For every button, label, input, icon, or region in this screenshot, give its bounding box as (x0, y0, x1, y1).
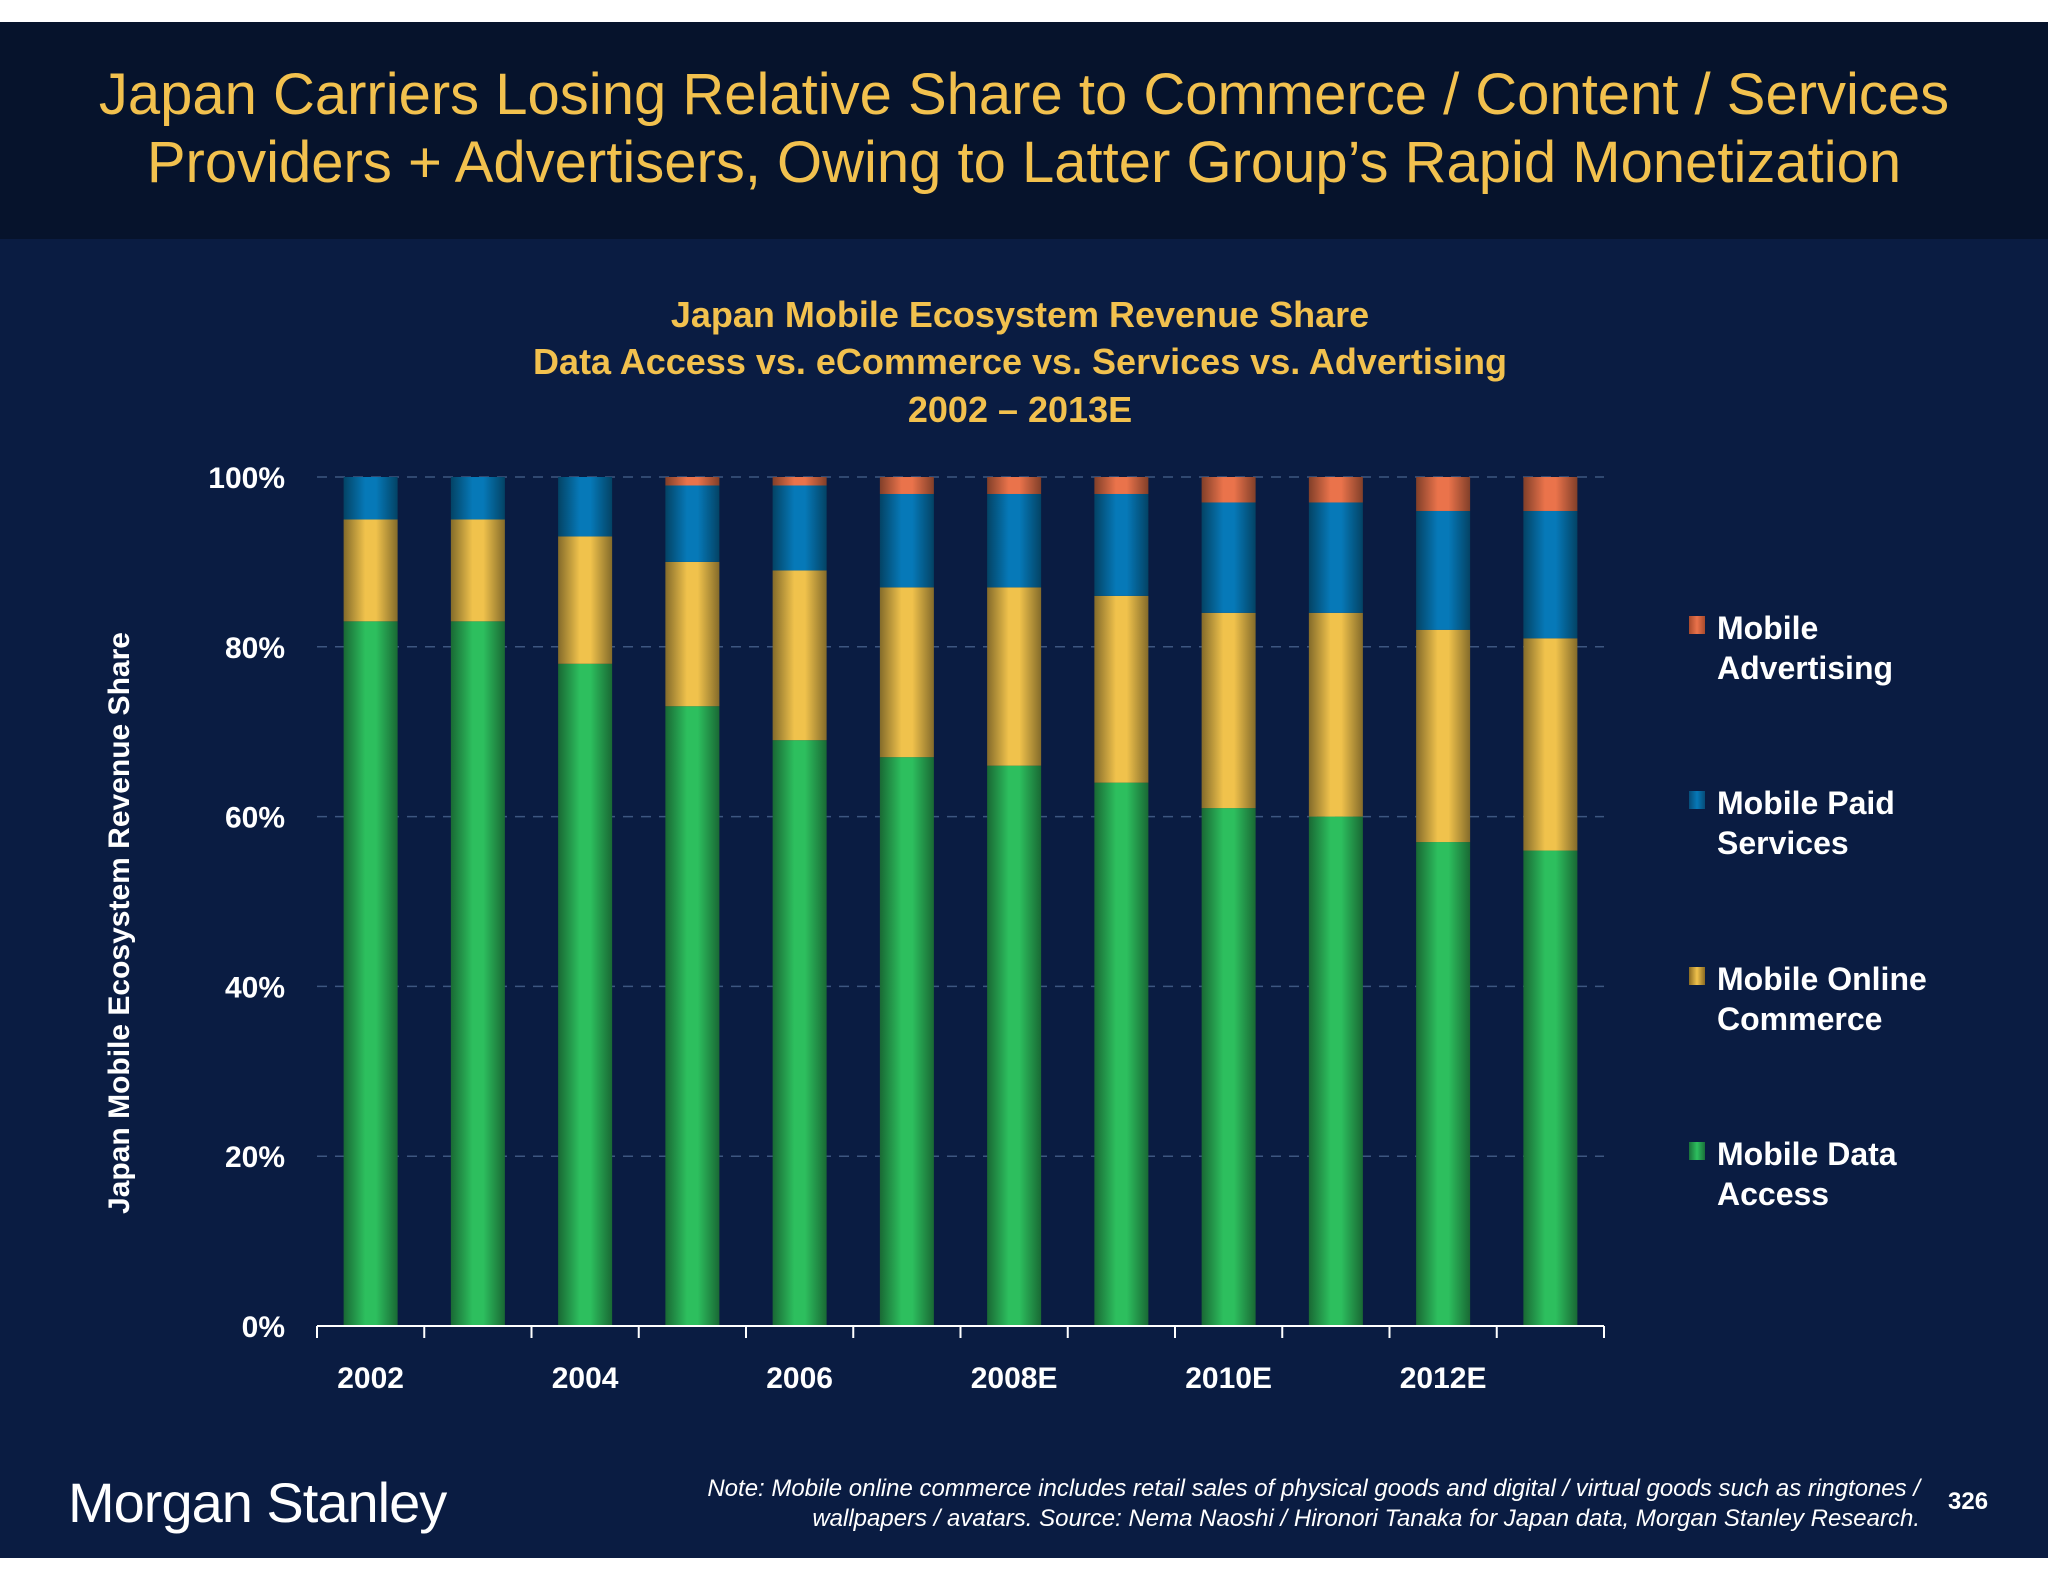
legend-label: Mobile Paid (1717, 785, 1895, 821)
bar-segment-mobile-advertising (1308, 477, 1363, 503)
x-tick-label: 2012E (1400, 1362, 1487, 1395)
legend-label: Mobile Data (1717, 1136, 1897, 1172)
y-tick-label: 80% (225, 632, 285, 665)
bar-segment-mobile-data-access (665, 706, 720, 1326)
legend-label: Mobile (1717, 610, 1819, 646)
legend-label: Services (1717, 825, 1849, 861)
bar-segment-mobile-paid-services (1094, 493, 1149, 596)
x-tick-label: 2006 (766, 1362, 833, 1395)
bar-segment-mobile-online-commerce (1094, 595, 1149, 783)
bar-segment-mobile-paid-services (558, 477, 613, 537)
legend-swatch-data-access (1689, 1142, 1705, 1160)
bar-segment-mobile-data-access (1094, 782, 1149, 1326)
bar-segment-mobile-online-commerce (1523, 638, 1578, 851)
footnote: Note: Mobile online commerce includes re… (520, 1474, 1920, 1534)
bar-segment-mobile-data-access (879, 757, 934, 1326)
bar-segment-mobile-advertising (1416, 477, 1471, 511)
page-number: 326 (1948, 1488, 1989, 1515)
bar-segment-mobile-advertising (1094, 477, 1149, 494)
x-tick-label: 2010E (1185, 1362, 1272, 1395)
bar-segment-mobile-paid-services (879, 493, 934, 588)
bar-segment-mobile-data-access (1523, 850, 1578, 1326)
header-band: Japan Carriers Losing Relative Share to … (0, 22, 2048, 239)
legend-label: Advertising (1717, 650, 1894, 686)
bar-segment-mobile-advertising (1201, 477, 1256, 503)
y-tick-label: 100% (208, 462, 285, 495)
slide: Japan Carriers Losing Relative Share to … (0, 22, 2048, 1558)
stacked-bar-chart: 0% 20% 40% 60% 80% 100% 2002 2004 2006 2008E 2010E… (208, 462, 1605, 1395)
bar-segment-mobile-online-commerce (987, 587, 1042, 766)
bar-segment-mobile-data-access (1416, 842, 1471, 1326)
y-tick-label: 20% (225, 1141, 285, 1174)
bar-segment-mobile-paid-services (343, 477, 398, 520)
footnote-line2: wallpapers / avatars. Source: Nema Naosh… (812, 1505, 1920, 1532)
slide-title-line2: Providers + Advertisers, Owing to Latter… (146, 130, 1902, 195)
bar-segment-mobile-advertising (772, 477, 827, 486)
bar-segment-mobile-paid-services (987, 493, 1042, 588)
bar-segment-mobile-online-commerce (558, 536, 613, 664)
bar-segment-mobile-data-access (343, 621, 398, 1326)
bar-segment-mobile-paid-services (772, 485, 827, 571)
bar-segment-mobile-online-commerce (450, 519, 505, 622)
legend-swatch-commerce (1689, 967, 1705, 985)
legend-swatch-advertising (1689, 616, 1705, 634)
bar-segment-mobile-online-commerce (1201, 612, 1256, 809)
bar-segment-mobile-paid-services (1201, 502, 1256, 613)
footnote-line1: Note: Mobile online commerce includes re… (707, 1475, 1920, 1502)
bar-segment-mobile-data-access (987, 765, 1042, 1326)
bar-segment-mobile-paid-services (450, 477, 505, 520)
chart-title-line1: Japan Mobile Ecosystem Revenue Share (670, 294, 1370, 335)
bar-segment-mobile-advertising (879, 477, 934, 494)
y-tick-label: 60% (225, 802, 285, 835)
bar-segment-mobile-data-access (1201, 808, 1256, 1326)
bar-segment-mobile-advertising (987, 477, 1042, 494)
bar-segment-mobile-online-commerce (879, 587, 934, 758)
slide-title-line1: Japan Carriers Losing Relative Share to … (98, 62, 1950, 127)
bar-segment-mobile-online-commerce (343, 519, 398, 622)
legend-label: Commerce (1717, 1001, 1883, 1037)
bar-segment-mobile-data-access (450, 621, 505, 1326)
x-tick-label: 2008E (971, 1362, 1058, 1395)
bar-segment-mobile-paid-services (1416, 510, 1471, 630)
bar-segment-mobile-advertising (1523, 477, 1578, 511)
x-tick-label: 2002 (337, 1362, 404, 1395)
legend-label: Access (1717, 1176, 1830, 1212)
bar-segment-mobile-paid-services (665, 485, 720, 562)
bar-segment-mobile-data-access (1308, 816, 1363, 1326)
chart-title-line3: 2002 – 2013E (907, 389, 1133, 430)
bar-segment-mobile-online-commerce (772, 570, 827, 741)
bar-segment-mobile-data-access (772, 740, 827, 1326)
x-tick-label: 2004 (552, 1362, 619, 1395)
bar-segment-mobile-online-commerce (1416, 629, 1471, 843)
legend-swatch-services (1689, 791, 1705, 809)
bar-segment-mobile-advertising (665, 477, 720, 486)
y-tick-label: 40% (225, 971, 285, 1004)
morgan-stanley-logo: Morgan Stanley (68, 1471, 447, 1534)
bar-segment-mobile-online-commerce (1308, 612, 1363, 817)
bar-segment-mobile-paid-services (1308, 502, 1363, 613)
bar-segment-mobile-data-access (558, 663, 613, 1326)
bar-segment-mobile-paid-services (1523, 510, 1578, 639)
chart-title-line2: Data Access vs. eCommerce vs. Services v… (533, 341, 1507, 382)
bar-segment-mobile-online-commerce (665, 561, 720, 707)
y-tick-label: 0% (242, 1311, 285, 1344)
legend-label: Mobile Online (1717, 961, 1927, 997)
